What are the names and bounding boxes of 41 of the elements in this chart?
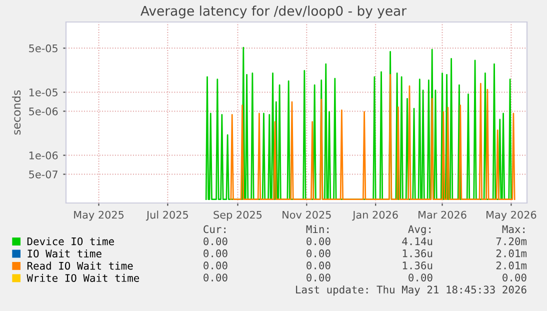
text: 4.14u bbox=[402, 237, 432, 246]
text: 0.00 bbox=[306, 249, 330, 258]
y-tick-label: 1e-05 bbox=[29, 88, 58, 96]
x-tick-label: Jul 2025 bbox=[146, 210, 188, 221]
text: 0.00 bbox=[408, 274, 432, 282]
x-tick-label: Jan 2026 bbox=[352, 210, 398, 221]
text: Cur: bbox=[204, 225, 226, 234]
text: 0.00 bbox=[502, 274, 526, 282]
x-tick-label: Mar 2026 bbox=[418, 210, 466, 219]
line-series bbox=[205, 46, 512, 200]
text: 2.01m bbox=[496, 262, 527, 270]
text: 1.36u bbox=[402, 249, 432, 258]
text: Max: bbox=[502, 225, 524, 234]
y-tick-label: 5e-05 bbox=[29, 44, 58, 52]
legend-label: Write IO Wait time bbox=[26, 274, 140, 282]
text: Avg: bbox=[408, 225, 430, 236]
text: Min: bbox=[306, 225, 328, 233]
chart-title: Average latency for /dev/loop0 - by year bbox=[140, 6, 407, 18]
text: 0.00 bbox=[204, 262, 228, 270]
text: 7.20m bbox=[496, 237, 527, 246]
y-axis-title: seconds bbox=[12, 90, 21, 135]
text: 0.00 bbox=[204, 237, 228, 246]
y-tick-label: 5e-06 bbox=[29, 107, 58, 116]
legend-label: Device IO time bbox=[27, 237, 114, 246]
text: 0.00 bbox=[204, 274, 228, 282]
y-tick-label: 5e-07 bbox=[29, 170, 58, 178]
y-tick-label: 1e-06 bbox=[29, 152, 58, 160]
text: 2.01m bbox=[496, 249, 527, 258]
text: Last update: Thu May 21 18:45:33 2026 bbox=[296, 285, 526, 296]
text: 0.00 bbox=[306, 274, 330, 282]
text: 1.36u bbox=[402, 262, 432, 270]
legend-label: Read IO Wait time bbox=[27, 262, 133, 270]
x-tick-label: Sep 2025 bbox=[214, 210, 262, 221]
text: 0.00 bbox=[204, 249, 228, 258]
line-series bbox=[230, 74, 516, 200]
text: 0.00 bbox=[306, 237, 330, 246]
text: 0.00 bbox=[306, 262, 330, 270]
x-tick-label: May 2025 bbox=[74, 210, 124, 221]
x-tick-label: Nov 2025 bbox=[282, 210, 331, 219]
x-tick-label: May 2026 bbox=[486, 210, 536, 221]
legend-label: IO Wait time bbox=[28, 249, 102, 258]
